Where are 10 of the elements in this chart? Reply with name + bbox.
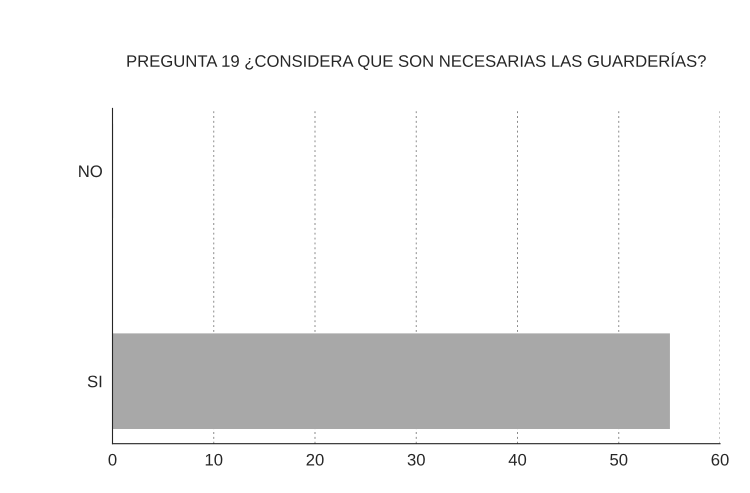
x-tick-label: 0 — [108, 454, 116, 466]
x-tick-label: 60 — [712, 454, 729, 466]
x-tick-label: 50 — [610, 454, 628, 466]
y-tick-label: NO — [79, 165, 102, 178]
x-tick-label: 30 — [408, 454, 425, 466]
chart-title: PREGUNTA 19 ¿CONSIDERA QUE SON NECESARIAS LAS GUARDERÍAS? — [127, 52, 706, 70]
x-tick-label: 20 — [306, 454, 324, 466]
y-tick-label: SI — [88, 376, 102, 388]
x-tick-label: 40 — [508, 454, 526, 466]
x-tick-label: 10 — [206, 454, 222, 466]
